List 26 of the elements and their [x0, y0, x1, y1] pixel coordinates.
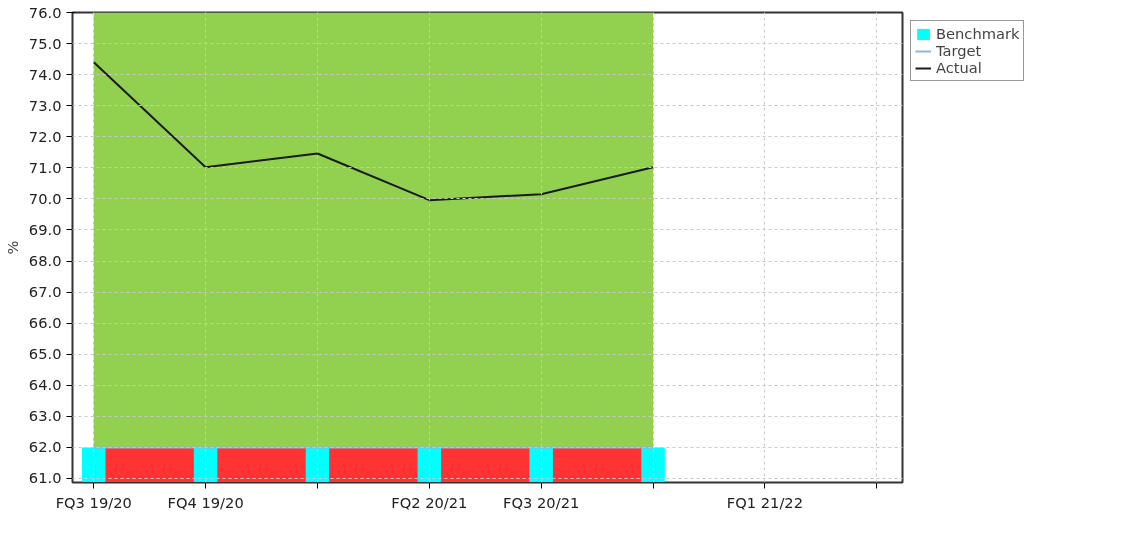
- y-tick-label: 61.0: [28, 469, 62, 487]
- x-tick-label: FQ4 19/20: [167, 493, 244, 511]
- y-tick-label: 63.0: [28, 407, 62, 425]
- y-tick-label: 64.0: [28, 376, 62, 394]
- legend-label: Benchmark: [936, 25, 1020, 42]
- y-tick-label: 68.0: [28, 252, 62, 270]
- line-series: [92, 61, 655, 202]
- legend-label: Actual: [936, 59, 982, 76]
- y-tick-label: 73.0: [28, 96, 62, 114]
- y-tick-label: 71.0: [28, 158, 62, 176]
- y-tick-label: 72.0: [28, 127, 62, 145]
- y-axis-title: %: [3, 240, 21, 255]
- y-tick-label: 69.0: [28, 220, 62, 238]
- y-tick-label: 65.0: [28, 345, 62, 363]
- y-tick-label: 70.0: [28, 189, 62, 207]
- y-tick-label: 74.0: [28, 65, 62, 83]
- x-tick-label: FQ2 20/21: [391, 493, 468, 511]
- legend-label: Target: [936, 42, 982, 59]
- x-tick-label: FQ3 20/21: [503, 493, 580, 511]
- y-tick-label: 66.0: [28, 314, 62, 332]
- y-tick-label: 62.0: [28, 438, 62, 456]
- y-tick-label: 75.0: [28, 34, 62, 52]
- x-tick-label: FQ1 21/22: [726, 493, 804, 511]
- x-tick-label: FQ3 19/20: [55, 493, 132, 511]
- y-tick-label: 76.0: [28, 3, 62, 21]
- y-tick-label: 67.0: [28, 283, 62, 301]
